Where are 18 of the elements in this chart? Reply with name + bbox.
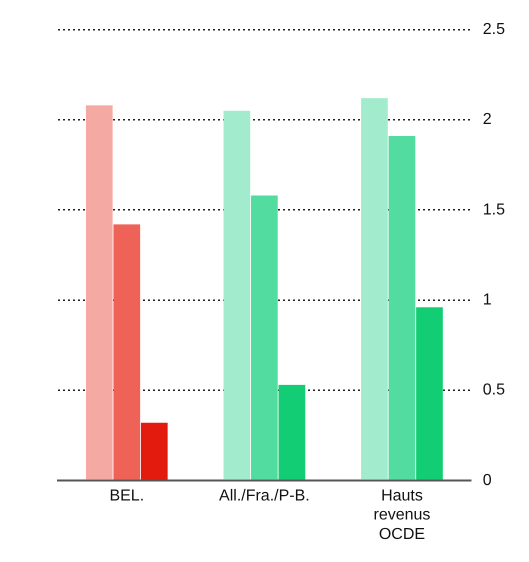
x-tick-label: Hauts revenus OCDE: [374, 487, 430, 543]
bar: [278, 384, 306, 480]
y-tick-label: 2.5: [482, 21, 506, 38]
bar: [361, 98, 388, 480]
x-tick-label: All./Fra./P-B.: [219, 487, 310, 504]
y-tick-label: 0: [482, 472, 492, 489]
bar: [388, 136, 416, 480]
bar: [224, 110, 250, 480]
bar: [113, 224, 140, 480]
bar: [251, 195, 278, 480]
y-tick-label: 1.5: [482, 201, 506, 218]
bar: [140, 422, 168, 480]
bar: [416, 307, 443, 480]
x-tick-label: BEL.: [109, 487, 144, 504]
y-tick-label: 1: [482, 291, 492, 308]
y-tick-label: 0.5: [482, 382, 506, 399]
bar: [86, 105, 113, 480]
y-tick-label: 2: [482, 111, 492, 128]
